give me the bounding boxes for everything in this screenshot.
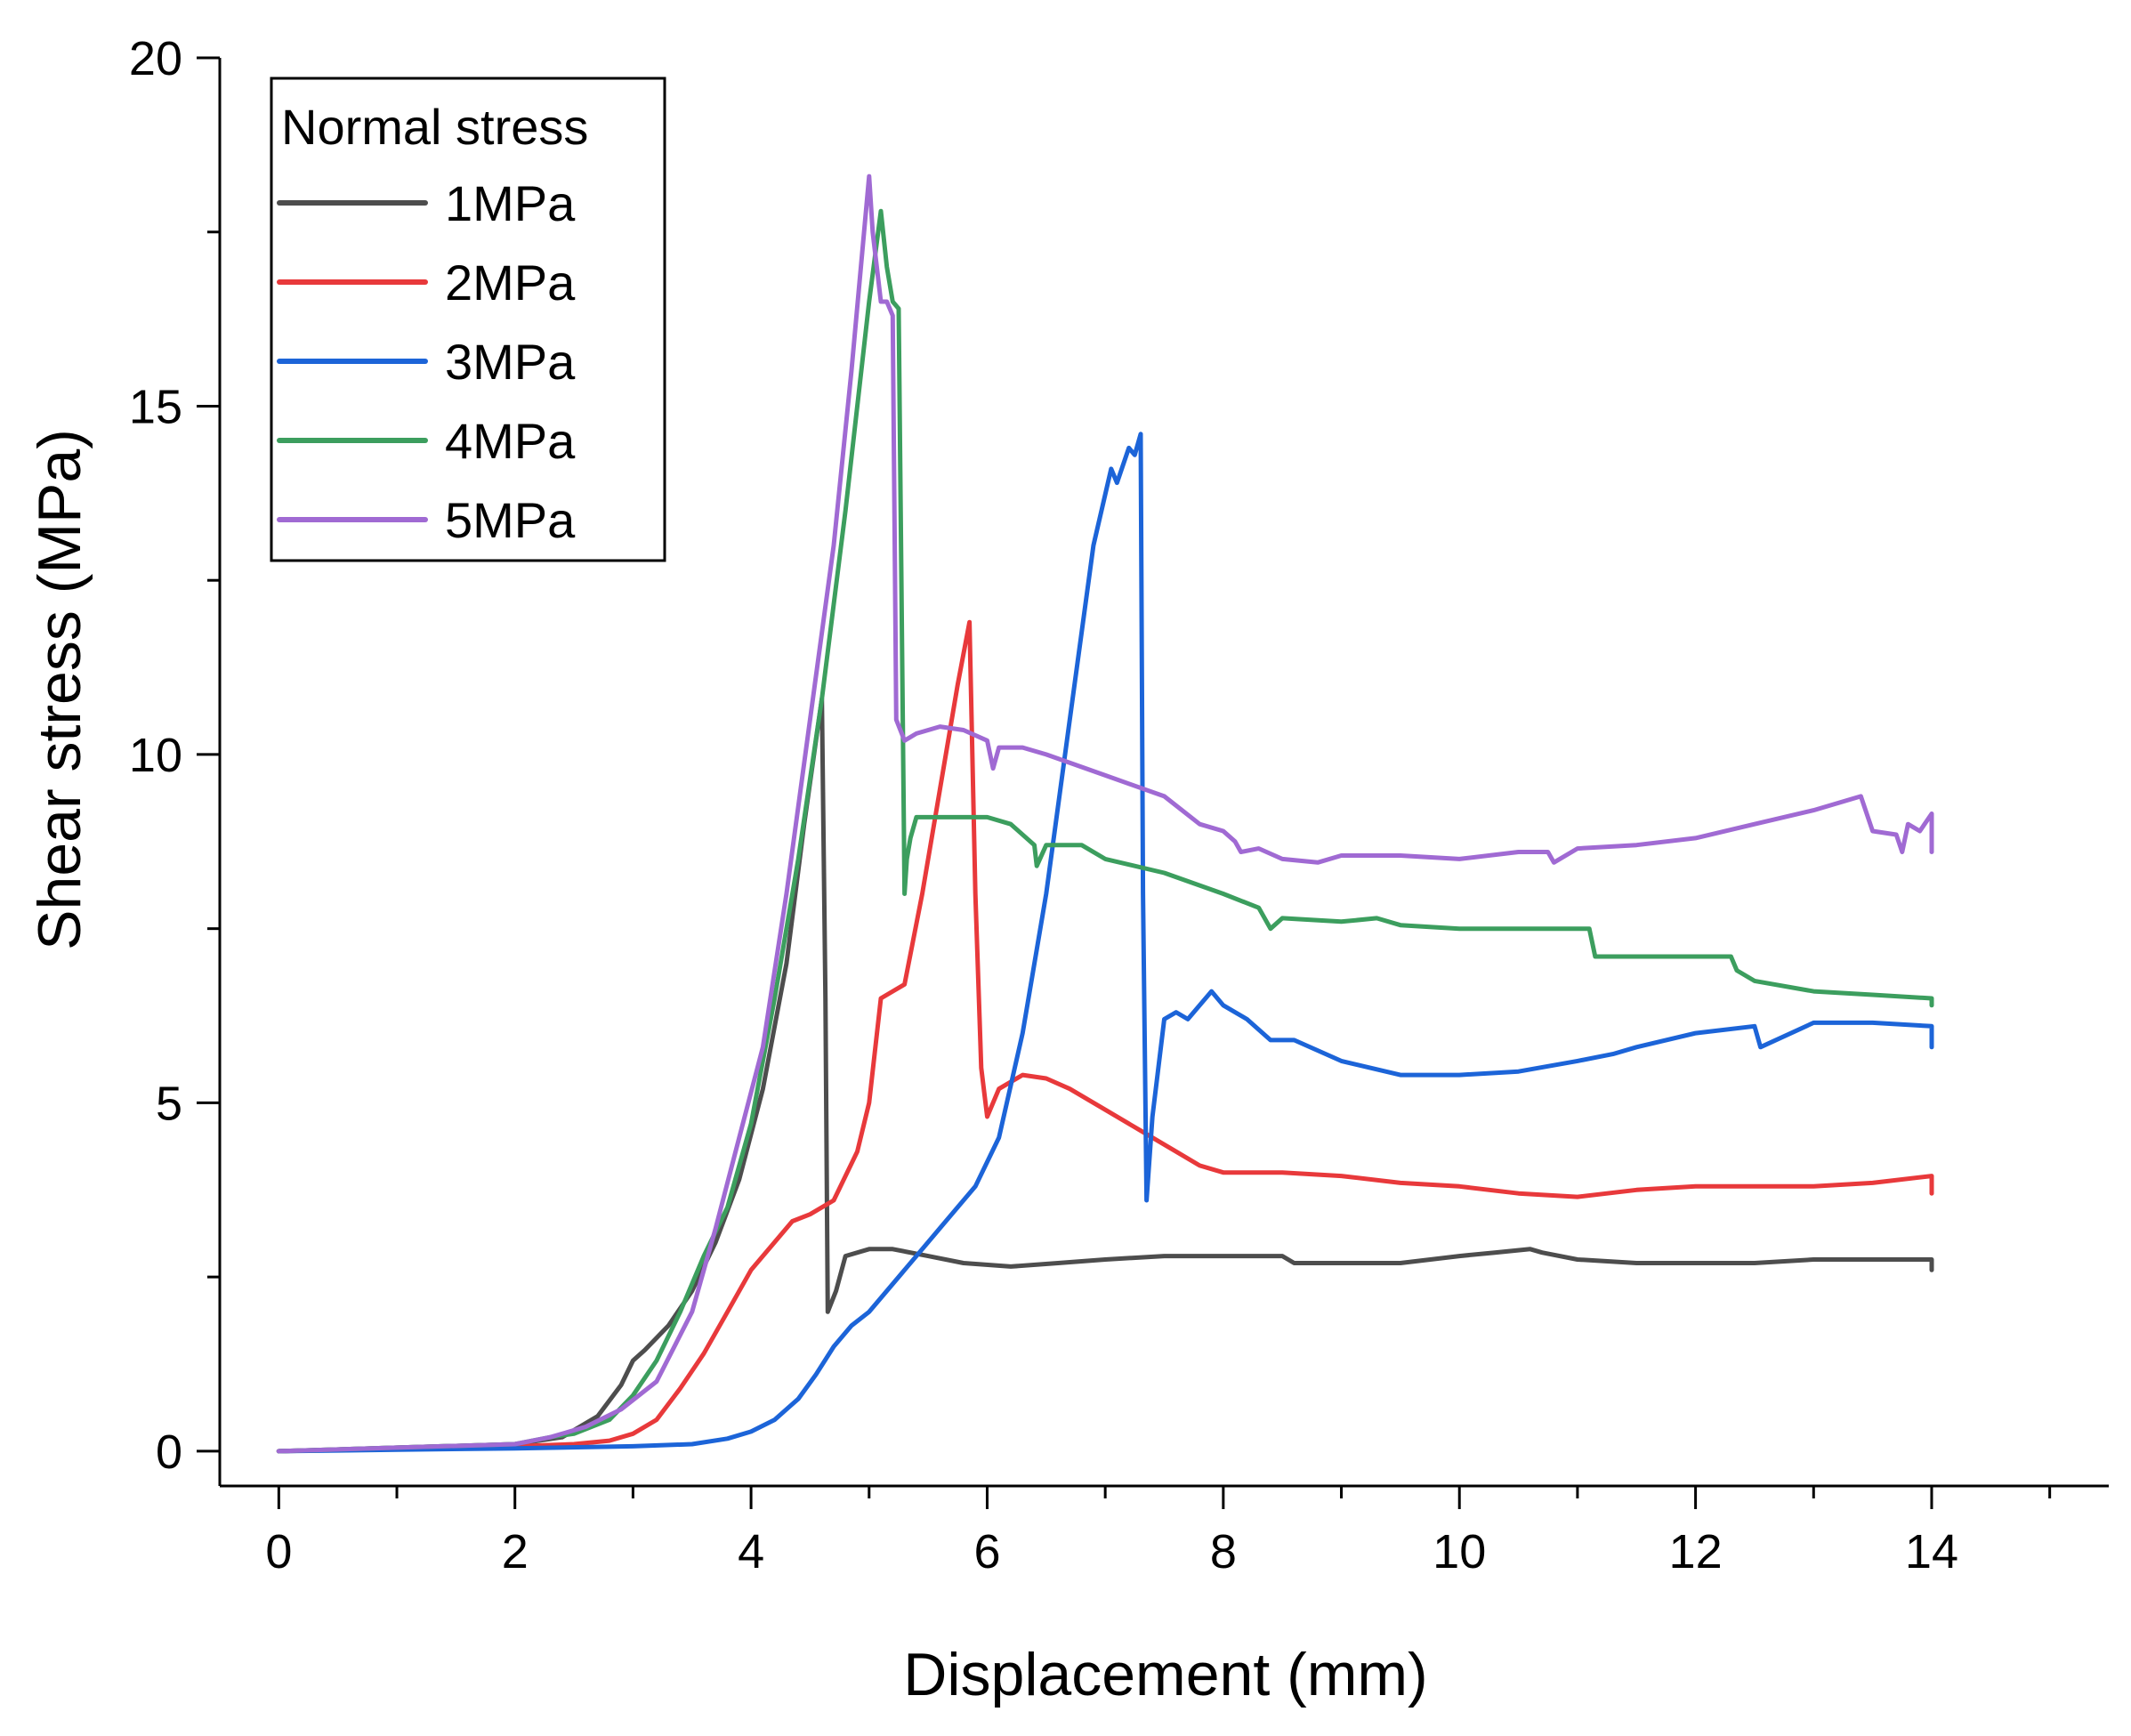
legend-label: 5MPa: [445, 492, 576, 548]
series-line-1mpa: [276, 696, 1934, 1454]
y-tick-label: 5: [156, 1077, 182, 1130]
legend-items: 1MPa 2MPa 3MPa 4MPa 5MPa: [277, 175, 576, 548]
legend: Normal stress 1MPa 2MPa 3MPa 4MPa 5MPa: [270, 77, 666, 562]
x-tick-label: 4: [738, 1525, 764, 1579]
legend-title: Normal stress: [281, 99, 588, 155]
series-line-2mpa: [276, 619, 1934, 1454]
plot-lines: [276, 174, 1934, 1454]
x-tick-label: 12: [1669, 1525, 1723, 1579]
legend-label: 1MPa: [445, 175, 576, 231]
legend-label: 3MPa: [445, 334, 576, 390]
series-line-5mpa: [276, 174, 1934, 1454]
legend-label: 2MPa: [445, 254, 576, 311]
x-tick-label: 6: [973, 1525, 1000, 1579]
x-tick-label: 14: [1905, 1525, 1958, 1579]
y-tick-label: 10: [129, 729, 182, 782]
series-line-3mpa: [276, 432, 1934, 1454]
series-line-4mpa: [276, 208, 1934, 1454]
y-tick-label: 15: [129, 380, 182, 433]
x-tick-label: 8: [1210, 1525, 1237, 1579]
x-tick-label: 0: [265, 1525, 292, 1579]
axes: [218, 58, 2109, 1488]
x-axis-title: Displacement (mm): [903, 1641, 1427, 1708]
ticks: 0 2 4 6 8 10 12 14 0 5 10 15 20: [129, 32, 2052, 1579]
x-tick-label: 2: [502, 1525, 529, 1579]
legend-label: 4MPa: [445, 413, 576, 469]
x-tick-label: 10: [1433, 1525, 1486, 1579]
legend-box: [270, 77, 666, 562]
y-axis-title: Shear stress (MPa): [26, 429, 93, 950]
y-tick-label: 20: [129, 32, 182, 85]
y-tick-label: 0: [156, 1425, 182, 1479]
